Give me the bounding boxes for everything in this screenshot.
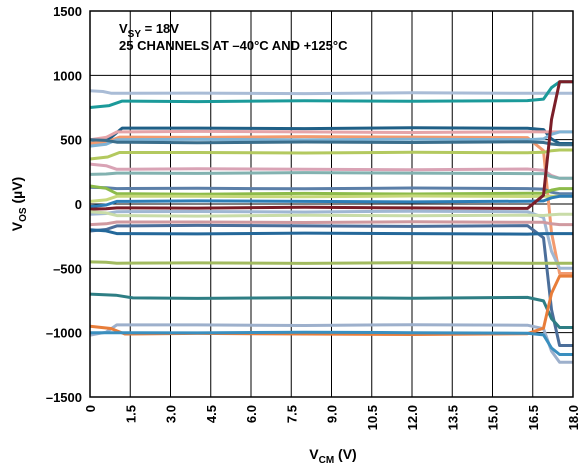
x-tick-label: 3.0: [164, 405, 179, 423]
x-tick-label: 0: [83, 405, 98, 412]
x-tick-label: 4.5: [204, 405, 219, 423]
x-tick-label: 15.0: [486, 405, 501, 430]
series-line: [89, 292, 573, 329]
series-layer: [89, 80, 573, 364]
series-line: [89, 148, 573, 161]
x-tick-label: 12.0: [405, 405, 420, 430]
plot-frame: [89, 10, 574, 398]
annotation-line-1: VSY = 18V: [119, 21, 179, 40]
series-line: [89, 138, 573, 147]
annotation-line-2: 25 CHANNELS AT –40°C AND +125°C: [119, 38, 348, 53]
series-line: [89, 323, 573, 364]
series-line: [89, 80, 573, 211]
y-tick-labels: –1500 –1000 –500 0 500 1000 1500: [46, 4, 82, 405]
y-tick-label: 1000: [53, 68, 82, 83]
series-line: [89, 260, 573, 265]
y-tick-label: 500: [60, 133, 82, 148]
series-line: [89, 194, 573, 209]
y-tick-label: 0: [75, 197, 82, 212]
series-line: [89, 184, 573, 196]
x-tick-label: 16.5: [526, 405, 541, 430]
y-tick-label: 1500: [53, 4, 82, 19]
series-line: [89, 210, 573, 218]
series-line: [89, 89, 573, 96]
x-tick-label: 10.5: [365, 405, 380, 430]
y-tick-label: –500: [53, 261, 82, 276]
series-line: [89, 80, 573, 109]
series-line: [89, 185, 573, 196]
x-tick-label: 6.0: [244, 405, 259, 423]
x-axis-title: VCM (V): [309, 446, 356, 466]
y-axis-title: VOS (µV): [9, 177, 29, 231]
y-tick-label: –1500: [46, 390, 82, 405]
x-tick-label: 7.5: [284, 405, 299, 423]
series-line: [90, 330, 573, 356]
series-line: [89, 228, 573, 236]
x-tick-label: 18.0: [566, 405, 579, 430]
y-tick-label: –1000: [46, 326, 82, 341]
x-tick-label: 9.0: [325, 405, 340, 423]
x-tick-label: 1.5: [123, 405, 138, 423]
x-tick-labels: 0 1.5 3.0 4.5 6.0 7.5 9.0 10.5 12.0 13.5 15.0 16.5 1…: [83, 405, 579, 430]
series-line: [89, 171, 573, 180]
series-line: [89, 129, 573, 142]
series-line: [89, 220, 573, 227]
series-line: [89, 209, 573, 270]
x-tick-label: 13.5: [445, 405, 460, 430]
